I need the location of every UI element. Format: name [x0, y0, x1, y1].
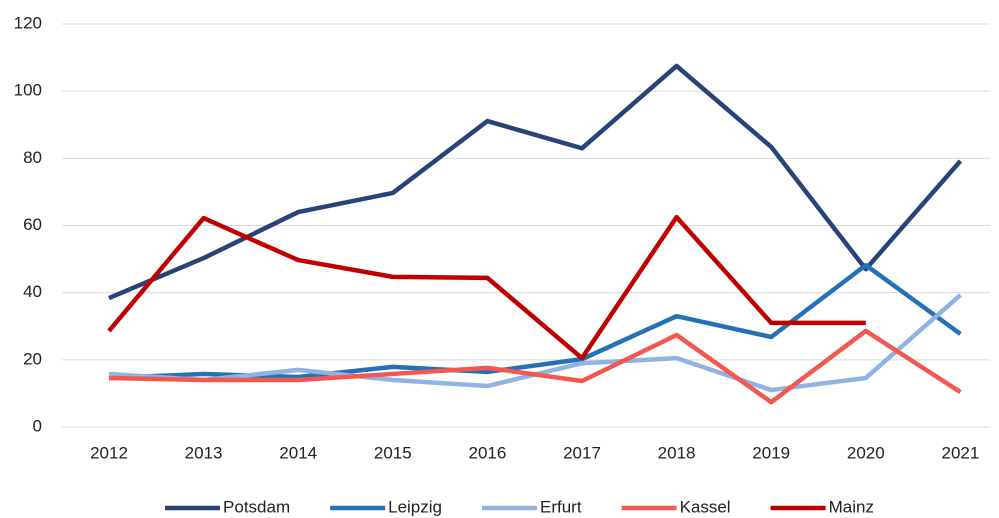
legend-label: Potsdam — [223, 497, 290, 516]
y-tick-label: 60 — [23, 215, 42, 234]
legend-label: Mainz — [829, 497, 874, 516]
y-tick-label: 40 — [23, 282, 42, 301]
y-tick-label: 0 — [33, 416, 42, 435]
legend-label: Kassel — [680, 497, 731, 516]
x-tick-label: 2018 — [658, 443, 696, 462]
x-tick-label: 2021 — [941, 443, 979, 462]
legend-label: Erfurt — [540, 497, 582, 516]
y-tick-label: 80 — [23, 148, 42, 167]
x-tick-label: 2015 — [374, 443, 412, 462]
legend-label: Leipzig — [388, 497, 442, 516]
y-tick-label: 120 — [14, 13, 42, 32]
series-line — [107, 214, 866, 361]
series-line — [108, 63, 963, 301]
x-tick-label: 2016 — [468, 443, 506, 462]
x-tick-label: 2012 — [90, 443, 128, 462]
x-tick-label: 2014 — [279, 443, 317, 462]
y-tick-label: 100 — [14, 81, 42, 100]
x-tick-label: 2020 — [847, 443, 885, 462]
series-line — [108, 328, 962, 405]
x-tick-label: 2017 — [563, 443, 601, 462]
y-tick-label: 20 — [23, 349, 42, 368]
x-tick-label: 2019 — [752, 443, 790, 462]
x-tick-label: 2013 — [185, 443, 223, 462]
